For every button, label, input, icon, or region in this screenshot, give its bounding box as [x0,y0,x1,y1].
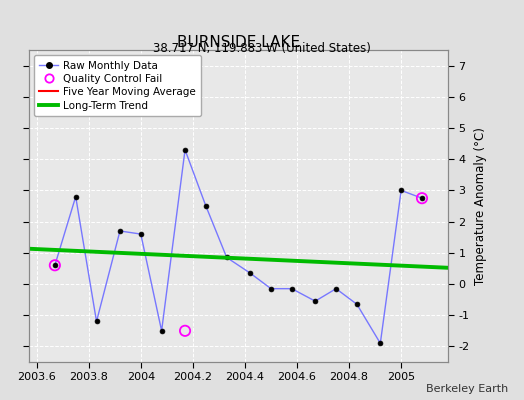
Raw Monthly Data [333,286,339,291]
Line: Raw Monthly Data: Raw Monthly Data [52,148,424,346]
Raw Monthly Data [158,328,165,333]
Raw Monthly Data [268,286,274,291]
Raw Monthly Data [398,188,405,193]
Text: 38.717 N, 119.883 W (United States): 38.717 N, 119.883 W (United States) [153,42,371,55]
Raw Monthly Data [377,341,384,346]
Raw Monthly Data [224,255,230,260]
Raw Monthly Data [247,271,253,276]
Raw Monthly Data [138,232,144,236]
Raw Monthly Data [419,196,425,200]
Raw Monthly Data [203,204,209,208]
Text: Berkeley Earth: Berkeley Earth [426,384,508,394]
Raw Monthly Data [52,263,58,268]
Raw Monthly Data [312,299,319,304]
Quality Control Fail [181,328,189,334]
Y-axis label: Temperature Anomaly (°C): Temperature Anomaly (°C) [474,127,487,285]
Raw Monthly Data [289,286,295,291]
Legend: Raw Monthly Data, Quality Control Fail, Five Year Moving Average, Long-Term Tren: Raw Monthly Data, Quality Control Fail, … [34,55,201,116]
Title: BURNSIDE LAKE: BURNSIDE LAKE [177,35,300,50]
Raw Monthly Data [182,148,188,152]
Quality Control Fail [418,195,426,201]
Raw Monthly Data [93,319,100,324]
Raw Monthly Data [354,302,360,307]
Raw Monthly Data [72,194,79,199]
Raw Monthly Data [117,228,123,233]
Quality Control Fail [51,262,59,268]
